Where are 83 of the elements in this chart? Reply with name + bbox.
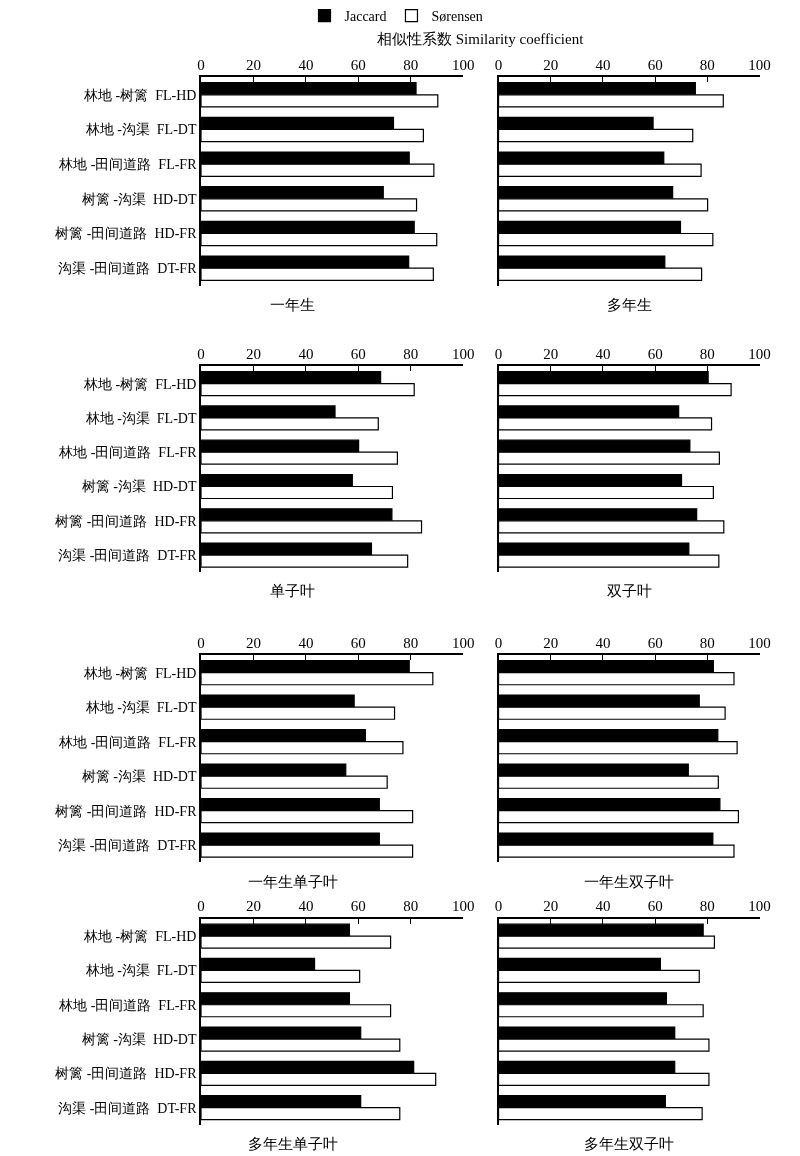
x-tick-label: 20 [543, 634, 559, 651]
x-tick-label: 100 [748, 56, 771, 73]
x-tick-label: 80 [699, 634, 715, 651]
text: 多年生单子叶 [248, 1136, 338, 1152]
y-tick-label: 沟渠 -田间道路 DT-FR [58, 838, 198, 854]
y-tick-label: 林地 -田间道路 FL-FR [58, 445, 198, 461]
x-tick-label: 100 [451, 345, 475, 362]
x-tick-label: 0 [197, 898, 205, 915]
x-tick-label: 40 [595, 898, 611, 915]
y-tick-label: 树篱 -沟渠 HD-DT [81, 479, 197, 495]
y-tick-label: 林地 -沟渠 FL-DT [84, 410, 197, 426]
y-tick-label: 沟渠 -田间道路 DT-FR [58, 261, 198, 277]
x-tick-label: 40 [298, 56, 314, 73]
y-tick-label: 林地 -田间道路 FL-FR [58, 157, 198, 173]
y-tick-label: 林地 -田间道路 FL-FR [58, 997, 198, 1013]
y-tick-label: 树篱 -沟渠 HD-DT [81, 191, 197, 207]
x-tick-label: 0 [494, 345, 503, 362]
x-tick-label: 20 [543, 56, 559, 73]
x-tick-label: 20 [543, 898, 559, 915]
x-tick-label: 0 [494, 56, 503, 73]
x-tick-label: 60 [350, 345, 366, 362]
text: 双子叶 [607, 583, 652, 599]
x-tick-label: 0 [197, 345, 205, 362]
y-tick-label: 树篱 -田间道路 HD-FR [55, 226, 198, 242]
y-tick-label: 沟渠 -田间道路 DT-FR [58, 547, 198, 563]
x-tick-label: 20 [245, 898, 261, 915]
y-tick-label: 林地 -沟渠 FL-DT [84, 963, 197, 979]
x-tick-label: 20 [245, 634, 261, 651]
y-tick-label: 树篱 -田间道路 HD-FR [55, 513, 198, 529]
x-tick-label: 80 [403, 56, 419, 73]
legend-label: Jaccard [344, 9, 387, 25]
y-tick-label: 林地 -树篱 FL-HD [83, 665, 197, 681]
x-tick-label: 40 [298, 898, 314, 915]
x-tick-label: 40 [298, 345, 314, 362]
y-tick-label: 树篱 -田间道路 HD-FR [55, 1066, 198, 1082]
text: 多年生双子叶 [584, 1136, 674, 1152]
x-tick-label: 80 [699, 898, 715, 915]
x-tick-label: 40 [595, 634, 611, 651]
x-tick-label: 40 [298, 634, 314, 651]
x-tick-label: 60 [350, 634, 366, 651]
x-tick-label: 0 [197, 634, 205, 651]
text: 多年生 [607, 297, 652, 313]
y-tick-label: 林地 -树篱 FL-HD [83, 929, 197, 945]
x-tick-label: 20 [245, 345, 261, 362]
x-tick-label: 0 [494, 634, 503, 651]
x-tick-label: 80 [699, 345, 715, 362]
x-tick-label: 20 [245, 56, 261, 73]
x-tick-label: 20 [543, 345, 559, 362]
text: 一年生双子叶 [584, 874, 674, 890]
x-tick-label: 100 [748, 898, 771, 915]
y-tick-label: 林地 -田间道路 FL-FR [58, 734, 198, 750]
x-tick-label: 100 [451, 898, 475, 915]
x-tick-label: 60 [350, 56, 366, 73]
y-tick-label: 林地 -树篱 FL-HD [83, 376, 197, 392]
x-tick-label: 40 [595, 56, 611, 73]
x-tick-label: 40 [595, 345, 611, 362]
x-tick-label: 60 [647, 345, 663, 362]
y-tick-label: 林地 -沟渠 FL-DT [84, 700, 197, 716]
y-tick-label: 沟渠 -田间道路 DT-FR [58, 1100, 198, 1116]
y-tick-label: 树篱 -田间道路 HD-FR [55, 803, 198, 819]
y-tick-label: 林地 -树篱 FL-HD [83, 87, 197, 103]
x-tick-label: 100 [451, 634, 475, 651]
text: 一年生单子叶 [248, 874, 338, 890]
x-tick-label: 80 [403, 898, 419, 915]
x-axis-title: 相似性系数 Similarity coefficient [377, 31, 585, 47]
x-tick-label: 0 [494, 898, 503, 915]
x-tick-label: 60 [647, 634, 663, 651]
x-tick-label: 100 [451, 56, 475, 73]
x-tick-label: 80 [403, 345, 419, 362]
legend-label: Sørensen [431, 9, 483, 25]
x-tick-label: 100 [748, 634, 771, 651]
x-tick-label: 100 [748, 345, 771, 362]
y-tick-label: 树篱 -沟渠 HD-DT [81, 1031, 197, 1047]
x-tick-label: 60 [647, 56, 663, 73]
text: 单子叶 [270, 583, 315, 599]
x-tick-label: 80 [699, 56, 715, 73]
x-tick-label: 80 [403, 634, 419, 651]
y-tick-label: 林地 -沟渠 FL-DT [84, 122, 197, 138]
y-tick-label: 树篱 -沟渠 HD-DT [81, 769, 197, 785]
x-tick-label: 60 [647, 898, 663, 915]
x-tick-label: 0 [197, 56, 205, 73]
x-tick-label: 60 [350, 898, 366, 915]
text: 一年生 [270, 297, 315, 313]
